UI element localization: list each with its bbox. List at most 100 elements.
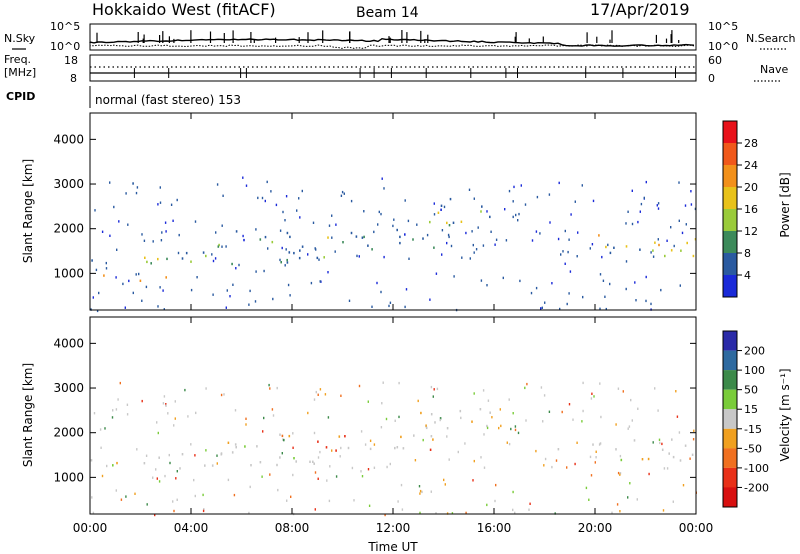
scatter-point (525, 419, 527, 422)
scatter-point (160, 239, 163, 242)
scatter-point (544, 301, 546, 304)
x-tick-label: 08:00 (275, 521, 310, 535)
scatter-point (514, 511, 516, 515)
scatter-point (125, 192, 127, 195)
scatter-point (205, 449, 207, 452)
scatter-point (317, 456, 320, 459)
scatter-point (173, 424, 175, 427)
scatter-point (194, 220, 197, 223)
scatter-point (535, 230, 538, 233)
scatter-point (433, 213, 436, 216)
scatter-point (512, 508, 514, 512)
scatter-point (162, 289, 164, 292)
noise-tick-bottom-left: 10^0 (50, 40, 80, 53)
scatter-point (381, 402, 383, 405)
scatter-point (145, 285, 148, 289)
scatter-point (615, 423, 617, 426)
scatter-point (471, 230, 473, 233)
scatter-point (384, 513, 386, 517)
scatter-point (599, 273, 602, 276)
scatter-point (235, 267, 237, 270)
scatter-point (367, 244, 369, 247)
scatter-point (94, 209, 96, 212)
freq-label: Freq. (4, 53, 31, 66)
scatter-point (288, 434, 291, 438)
scatter-point (389, 462, 391, 466)
colorbar-swatch (723, 370, 737, 390)
scatter-point (500, 424, 502, 428)
scatter-point (327, 236, 329, 239)
scatter-point (184, 388, 186, 392)
freq-tick-top: 18 (64, 54, 78, 67)
scatter-point (605, 245, 607, 249)
scatter-point (150, 262, 152, 265)
scatter-point (235, 230, 238, 233)
scatter-point (619, 473, 621, 476)
scatter-point (145, 454, 148, 457)
scatter-point (430, 413, 433, 416)
scatter-point (281, 452, 283, 455)
date-label: 17/Apr/2019 (590, 0, 690, 19)
scatter-point (663, 467, 666, 470)
scatter-point (444, 483, 446, 486)
scatter-point (249, 485, 251, 489)
scatter-point (394, 419, 396, 422)
scatter-point (448, 235, 450, 239)
scatter-point (143, 462, 146, 465)
scatter-point (159, 201, 162, 204)
y-tick-label: 2000 (53, 426, 84, 440)
scatter-point (682, 484, 685, 487)
scatter-point (157, 305, 159, 308)
scatter-point (433, 388, 435, 391)
scatter-point (446, 241, 448, 245)
scatter-point (443, 205, 446, 209)
scatter-point (475, 248, 478, 251)
scatter-point (508, 442, 511, 446)
scatter-point (91, 496, 93, 499)
scatter-point (383, 187, 385, 190)
scatter-point (581, 184, 583, 187)
scatter-point (684, 444, 687, 447)
scatter-point (576, 255, 578, 258)
scatter-point (513, 185, 515, 189)
scatter-point (275, 203, 278, 207)
scatter-point (585, 486, 588, 490)
scatter-point (112, 409, 114, 412)
scatter-point (645, 299, 647, 303)
scatter-point (595, 456, 597, 459)
scatter-point (163, 395, 166, 398)
scatter-point (591, 392, 593, 395)
x-tick-label: 00:00 (73, 521, 108, 535)
scatter-point (628, 425, 631, 428)
scatter-point (413, 434, 415, 437)
scatter-point (257, 196, 259, 200)
scatter-point (666, 467, 669, 470)
scatter-point (320, 280, 322, 283)
scatter-point (264, 199, 266, 203)
scatter-point (168, 453, 170, 457)
scatter-point (313, 431, 316, 435)
scatter-point (141, 299, 143, 302)
scatter-point (369, 439, 372, 442)
scatter-point (223, 393, 225, 396)
scatter-point (517, 219, 519, 222)
scatter-point (502, 276, 504, 280)
scatter-point (489, 215, 491, 219)
scatter-point (566, 302, 568, 306)
scatter-point (528, 508, 530, 511)
scatter-point (235, 446, 237, 449)
scatter-point (263, 269, 265, 273)
scatter-point (420, 411, 422, 415)
scatter-point (600, 415, 602, 419)
scatter-point (172, 219, 174, 222)
scatter-point (328, 499, 331, 503)
scatter-point (109, 181, 111, 184)
scatter-point (155, 468, 157, 471)
scatter-point (487, 399, 490, 402)
scatter-point (350, 199, 353, 203)
scatter-point (397, 500, 399, 503)
scatter-point (678, 431, 681, 434)
colorbar-tick-label: 16 (744, 203, 758, 216)
scatter-point (685, 223, 687, 226)
nsky-label: N.Sky (4, 32, 36, 45)
